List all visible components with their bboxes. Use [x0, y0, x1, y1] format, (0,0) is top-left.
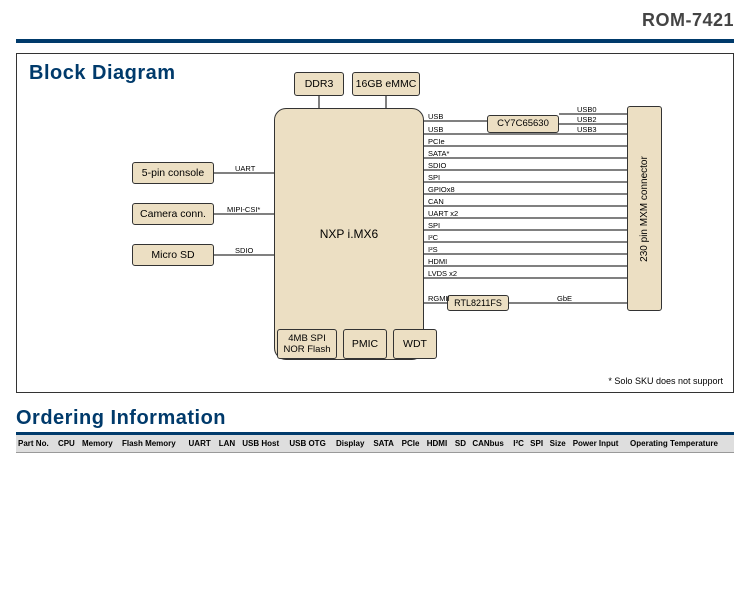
usb-top-label: USB: [428, 112, 443, 121]
col-usbotg: USB OTG: [287, 434, 334, 453]
block-diagram-frame: Block Diagram: [16, 53, 734, 393]
mxm-block: 230 pin MXM connector: [627, 106, 662, 311]
col-flash: Flash Memory: [120, 434, 187, 453]
sdio2-label: SDIO: [428, 161, 446, 170]
usb-label: USB: [428, 125, 443, 134]
title-rule: [16, 39, 734, 43]
usb2-label: USB2: [577, 115, 597, 124]
mipi-label: MIPI-CSI*: [227, 205, 260, 214]
col-pcie: PCIe: [400, 434, 425, 453]
col-hdmi: HDMI: [425, 434, 453, 453]
can-label: CAN: [428, 197, 444, 206]
uart-label: UART: [235, 164, 255, 173]
i2s-label: I²S: [428, 245, 438, 254]
i2c-label: I²C: [428, 233, 438, 242]
col-partno: Part No.: [16, 434, 56, 453]
col-i2c: I²C: [511, 434, 528, 453]
ddr3-block: DDR3: [294, 72, 344, 96]
col-power: Power Input: [571, 434, 628, 453]
wdt-block: WDT: [393, 329, 437, 359]
usb3-label: USB3: [577, 125, 597, 134]
col-usbhost: USB Host: [240, 434, 287, 453]
col-sata: SATA: [371, 434, 399, 453]
rtl-block: RTL8211FS: [447, 295, 509, 311]
pmic-block: PMIC: [343, 329, 387, 359]
col-cpu: CPU: [56, 434, 80, 453]
footnote: * Solo SKU does not support: [608, 376, 723, 386]
col-sd: SD: [453, 434, 470, 453]
sata-label: SATA*: [428, 149, 449, 158]
ordering-table: Part No. CPU Memory Flash Memory UART LA…: [16, 432, 734, 453]
col-memory: Memory: [80, 434, 120, 453]
lvds-label: LVDS x2: [428, 269, 457, 278]
hdmi-label: HDMI: [428, 257, 447, 266]
microsd-block: Micro SD: [132, 244, 214, 266]
cpu-block: NXP i.MX6: [274, 108, 424, 360]
camera-block: Camera conn.: [132, 203, 214, 225]
rgmii-label: RGMII: [428, 294, 450, 303]
emmc-block: 16GB eMMC: [352, 72, 420, 96]
col-uart: UART: [187, 434, 217, 453]
block-diagram-heading: Block Diagram: [29, 62, 176, 85]
spi2-label: SPI: [428, 221, 440, 230]
col-display: Display: [334, 434, 371, 453]
gpio-label: GPIOx8: [428, 185, 455, 194]
norflash-block: 4MB SPI NOR Flash: [277, 329, 337, 359]
uartx2-label: UART x2: [428, 209, 458, 218]
col-optemp: Operating Temperature: [628, 434, 734, 453]
col-canbus: CANbus: [470, 434, 511, 453]
console-block: 5-pin console: [132, 162, 214, 184]
col-size: Size: [548, 434, 571, 453]
spi-label: SPI: [428, 173, 440, 182]
product-title: ROM-7421: [16, 10, 734, 31]
pcie-label: PCIe: [428, 137, 445, 146]
cyc-block: CY7C65630: [487, 115, 559, 133]
mxm-label: 230 pin MXM connector: [639, 156, 651, 262]
col-spi: SPI: [528, 434, 547, 453]
sdio-label: SDIO: [235, 246, 253, 255]
usb0-label: USB0: [577, 105, 597, 114]
ordering-heading: Ordering Information: [16, 407, 734, 430]
col-lan: LAN: [217, 434, 241, 453]
gbe-label: GbE: [557, 294, 572, 303]
